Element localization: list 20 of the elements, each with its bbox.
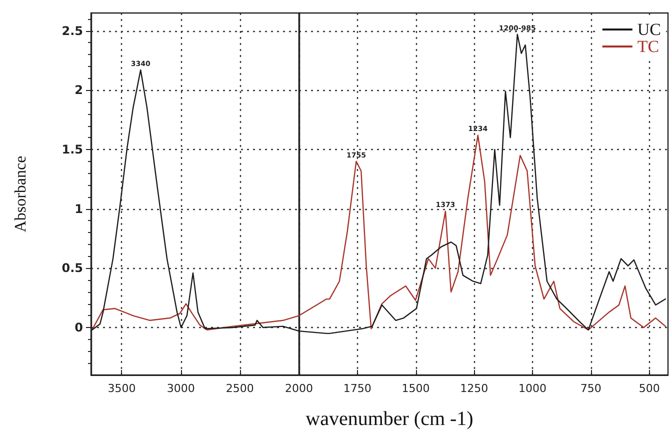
y-tick-label: 2 (74, 83, 83, 98)
x-tick-label: 2500 (226, 382, 254, 395)
y-tick-label: 0 (74, 320, 83, 335)
x-tick-label: 2000 (285, 382, 313, 395)
x-tick-label: 1250 (460, 382, 488, 395)
y-tick-label: 2.5 (62, 24, 83, 38)
x-tick-label: 1000 (518, 382, 547, 395)
x-axis-title: wavenumber (cm -1) (306, 408, 474, 430)
x-tick-label: 750 (580, 382, 602, 395)
legend-label: TC (637, 37, 660, 56)
y-axis-title: Absorbance (12, 156, 30, 232)
y-tick-label: 0.5 (62, 261, 83, 276)
x-tick-label: 3000 (166, 382, 195, 395)
x-tick-label: 500 (638, 382, 660, 395)
x-tick-label: 1500 (402, 382, 430, 395)
x-tick-label: 1750 (343, 382, 372, 395)
x-tick-label: 3500 (108, 382, 136, 395)
legend-label: UC (637, 20, 662, 39)
y-tick-label: 1.5 (62, 142, 83, 156)
y-tick-label: 1 (74, 202, 83, 216)
